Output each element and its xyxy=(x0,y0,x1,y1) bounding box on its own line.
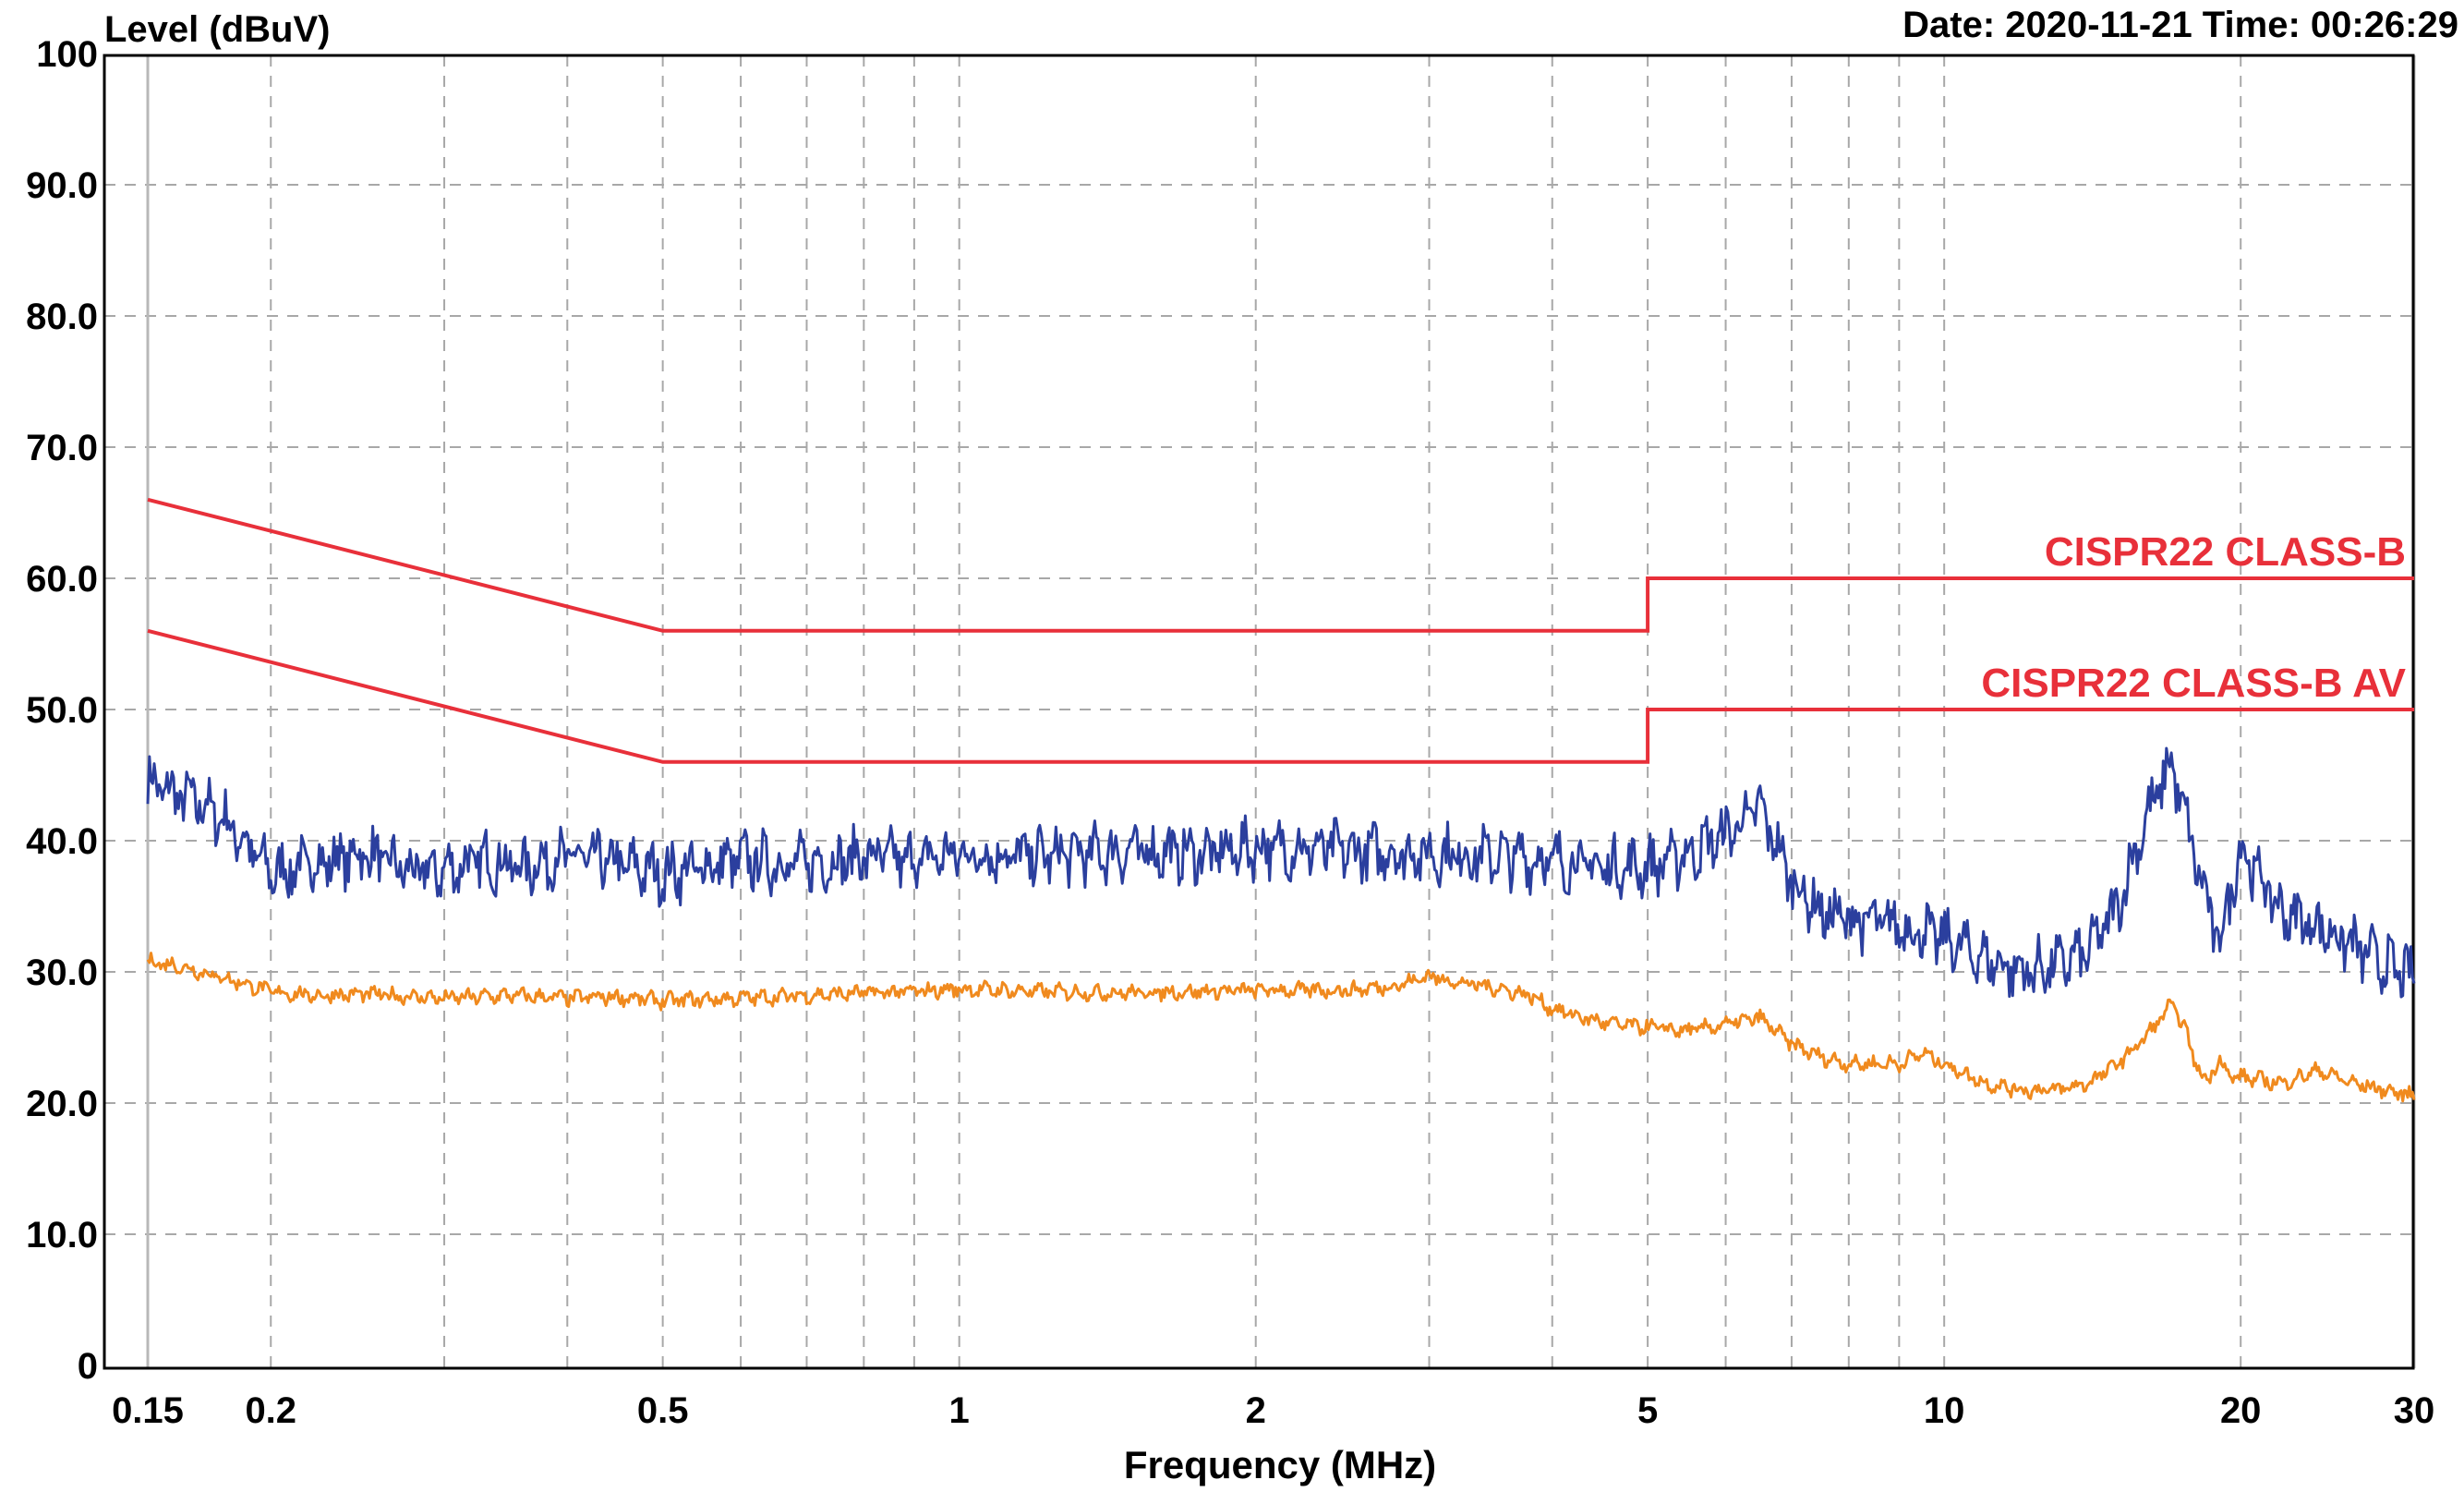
y-tick-label: 80.0 xyxy=(26,297,98,337)
y-tick-label: 60.0 xyxy=(26,559,98,600)
limit-line-label: CISPR22 CLASS-B xyxy=(2045,529,2406,575)
y-tick-label: 70.0 xyxy=(26,428,98,468)
y-tick-label: 30.0 xyxy=(26,952,98,993)
y-tick-label: 100 xyxy=(36,34,98,75)
plot-area-frame xyxy=(103,54,2415,1370)
limit-line-class-b xyxy=(147,497,2414,633)
x-tick-label: 0.2 xyxy=(245,1390,296,1431)
peak-trace xyxy=(146,746,2416,999)
y-axis-label: Level (dBuV) xyxy=(104,9,330,50)
limit-line-class-b-av xyxy=(147,628,2414,764)
x-tick-label: 2 xyxy=(1246,1390,1266,1431)
y-tick-label: 20.0 xyxy=(26,1084,98,1124)
x-tick-label: 10 xyxy=(1924,1390,1965,1431)
limit-lines: CISPR22 CLASS-B CISPR22 CLASS-B AV xyxy=(147,497,2414,764)
y-tick-label: 10.0 xyxy=(26,1215,98,1255)
y-tick-label: 90.0 xyxy=(26,165,98,206)
x-tick-label: 5 xyxy=(1637,1390,1658,1431)
date-time-stamp: Date: 2020-11-21 Time: 00:26:29 xyxy=(1902,5,2458,45)
x-axis-label: Frequency (MHz) xyxy=(1124,1443,1436,1486)
limit-line-label: CISPR22 CLASS-B AV xyxy=(1981,661,2406,706)
series-layer xyxy=(146,746,2416,1103)
x-tick-label: 20 xyxy=(2220,1390,2262,1431)
x-tick-label: 30 xyxy=(2394,1390,2435,1431)
y-tick-label: 50.0 xyxy=(26,690,98,731)
y-tick-label: 40.0 xyxy=(26,821,98,862)
x-tick-label: 1 xyxy=(949,1390,970,1431)
average-trace xyxy=(146,952,2416,1103)
x-tick-label: 0.15 xyxy=(112,1390,184,1431)
y-tick-labels: 0 10.0 20.0 30.0 40.0 50.0 60.0 70.0 80.0 90.0 100 xyxy=(26,34,98,1387)
x-tick-labels: 0.15 0.2 0.5 1 2 5 10 20 30 xyxy=(112,1390,2434,1431)
y-tick-label: 0 xyxy=(78,1346,98,1387)
grid-lines xyxy=(104,55,2416,1368)
x-tick-label: 0.5 xyxy=(637,1390,689,1431)
